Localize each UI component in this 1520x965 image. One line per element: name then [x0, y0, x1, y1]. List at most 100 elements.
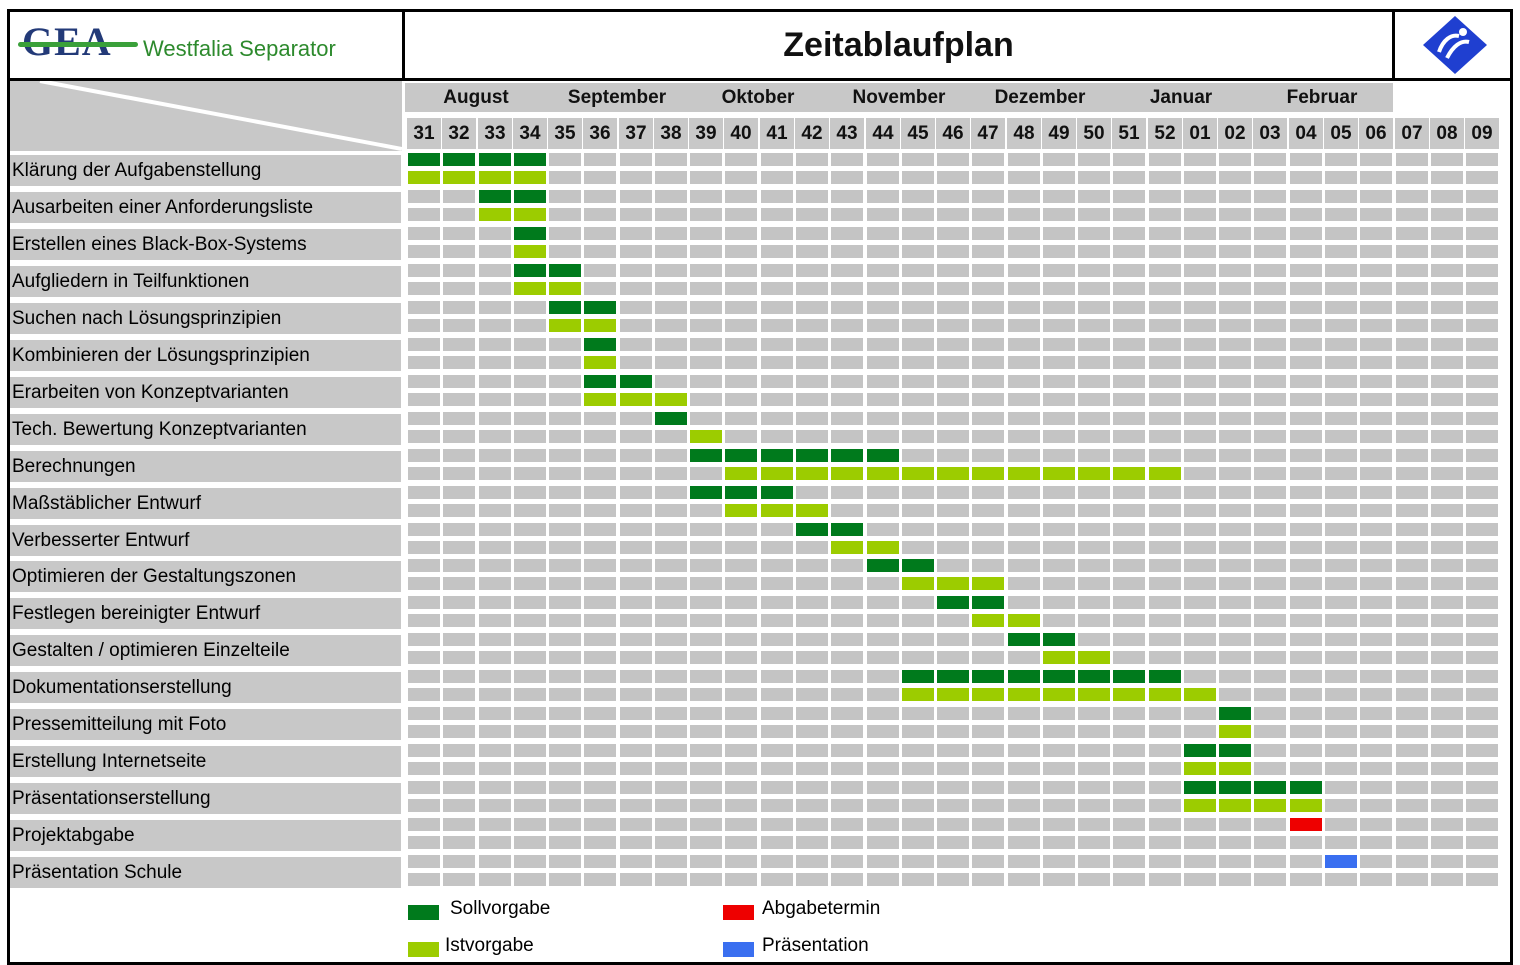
grid-cell — [1254, 855, 1286, 868]
grid-cell — [549, 799, 581, 812]
grid-cell — [1431, 670, 1463, 683]
grid-cell — [796, 393, 828, 406]
grid-cell — [1431, 651, 1463, 664]
grid-cell — [1184, 855, 1216, 868]
grid-cell — [1290, 430, 1322, 443]
grid-cell — [1325, 541, 1357, 554]
task-label: Gestalten / optimieren Einzelteile — [10, 635, 401, 666]
grid-cell — [725, 577, 757, 590]
week-number: 33 — [478, 118, 512, 149]
gantt-bar-ist — [514, 282, 546, 295]
gantt-bar-ist — [584, 393, 616, 406]
grid-cell — [549, 596, 581, 609]
grid-cell — [972, 486, 1004, 499]
grid-cell — [902, 873, 934, 886]
grid-cell — [1325, 799, 1357, 812]
task-label: Erstellung Internetseite — [10, 746, 401, 777]
grid-cell — [796, 781, 828, 794]
grid-cell — [584, 153, 616, 166]
grid-cell — [796, 190, 828, 203]
grid-cell — [549, 818, 581, 831]
grid-cell — [1290, 356, 1322, 369]
grid-cell — [443, 227, 475, 240]
task-label: Berechnungen — [10, 451, 401, 482]
grid-cell — [620, 614, 652, 627]
grid-cell — [1290, 338, 1322, 351]
grid-cell — [1325, 504, 1357, 517]
grid-cell — [831, 245, 863, 258]
grid-cell — [1149, 430, 1181, 443]
grid-cell — [937, 319, 969, 332]
grid-cell — [1466, 818, 1498, 831]
grid-cell — [1466, 393, 1498, 406]
grid-cell — [1466, 430, 1498, 443]
grid-cell — [479, 818, 511, 831]
grid-cell — [867, 153, 899, 166]
grid-cell — [1325, 762, 1357, 775]
grid-cell — [1396, 762, 1428, 775]
grid-cell — [1254, 301, 1286, 314]
grid-cell — [725, 356, 757, 369]
grid-cell — [867, 430, 899, 443]
grid-cell — [1466, 153, 1498, 166]
task-label: Klärung der Aufgabenstellung — [10, 155, 401, 186]
grid-cell — [1149, 153, 1181, 166]
grid-cell — [479, 338, 511, 351]
grid-cell — [1113, 282, 1145, 295]
grid-cell — [1431, 596, 1463, 609]
grid-cell — [1219, 541, 1251, 554]
grid-cell — [902, 338, 934, 351]
grid-cell — [620, 707, 652, 720]
grid-cell — [796, 836, 828, 849]
grid-cell — [1431, 264, 1463, 277]
gantt-bar-ist — [514, 245, 546, 258]
grid-cell — [725, 818, 757, 831]
week-number: 47 — [971, 118, 1005, 149]
grid-cell — [1325, 744, 1357, 757]
grid-cell — [1149, 375, 1181, 388]
grid-cell — [584, 799, 616, 812]
gantt-bar-ist — [620, 393, 652, 406]
grid-cell — [1008, 208, 1040, 221]
grid-cell — [1360, 559, 1392, 572]
grid-cell — [1113, 375, 1145, 388]
grid-cell — [831, 412, 863, 425]
gantt-bar-soll — [479, 190, 511, 203]
grid-cell — [514, 541, 546, 554]
grid-cell — [867, 614, 899, 627]
grid-cell — [549, 836, 581, 849]
grid-cell — [479, 670, 511, 683]
gantt-bar-ist — [902, 467, 934, 480]
grid-cell — [690, 245, 722, 258]
grid-cell — [1149, 523, 1181, 536]
legend-swatch-ist — [408, 942, 439, 957]
grid-cell — [655, 725, 687, 738]
grid-cell — [549, 855, 581, 868]
grid-cell — [514, 430, 546, 443]
grid-cell — [620, 836, 652, 849]
grid-cell — [1113, 799, 1145, 812]
grid-cell — [902, 375, 934, 388]
gantt-bar-ist — [1254, 799, 1286, 812]
grid-cell — [1113, 171, 1145, 184]
grid-cell — [1325, 707, 1357, 720]
grid-cell — [1149, 559, 1181, 572]
grid-cell — [1325, 393, 1357, 406]
grid-cell — [584, 541, 616, 554]
grid-cell — [725, 319, 757, 332]
grid-cell — [1254, 873, 1286, 886]
grid-cell — [796, 356, 828, 369]
grid-cell — [1113, 651, 1145, 664]
grid-cell — [1396, 449, 1428, 462]
grid-cell — [408, 486, 440, 499]
grid-cell — [479, 633, 511, 646]
grid-cell — [514, 836, 546, 849]
gantt-bar-soll — [972, 596, 1004, 609]
week-number: 44 — [866, 118, 900, 149]
grid-cell — [902, 633, 934, 646]
grid-cell — [655, 504, 687, 517]
grid-cell — [549, 873, 581, 886]
grid-cell — [1325, 781, 1357, 794]
grid-cell — [1219, 486, 1251, 499]
grid-cell — [796, 245, 828, 258]
